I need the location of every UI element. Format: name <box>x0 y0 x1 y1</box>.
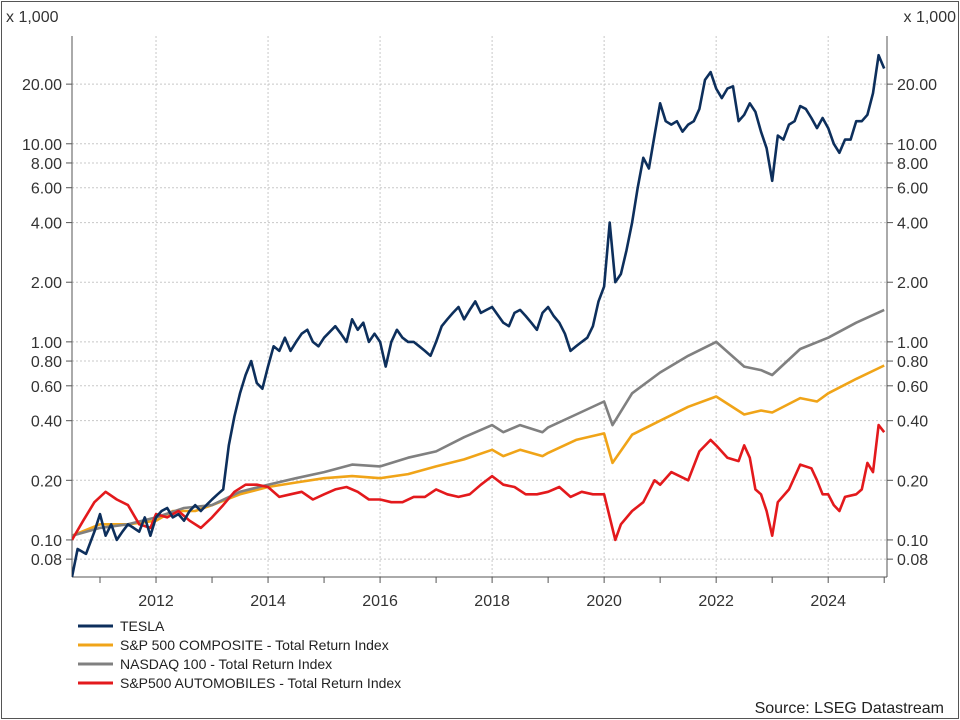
y-tick-label-left: 0.40 <box>31 414 62 431</box>
legend-label: NASDAQ 100 - Total Return Index <box>120 656 332 672</box>
legend-label: S&P 500 COMPOSITE - Total Return Index <box>120 637 389 653</box>
x-tick-label: 2022 <box>698 593 734 610</box>
x-axis: 2012 2014 2016 2018 2020 2022 2024 <box>99 577 885 610</box>
series-line-s-p500-automobiles-total-return-index <box>72 423 886 542</box>
x-tick-label: 2020 <box>586 593 622 610</box>
y-tick-label-left: 0.60 <box>31 379 62 396</box>
unit-label-left: x 1,000 <box>6 9 59 26</box>
y-tick-label-left: 4.00 <box>31 216 62 233</box>
y-tick-label-right: 4.00 <box>897 216 928 233</box>
source-note: Source: LSEG Datastream <box>755 700 944 717</box>
x-tick-label: 2014 <box>250 593 286 610</box>
y-tick-label-right: 1.00 <box>897 335 928 352</box>
y-tick-label-left: 0.80 <box>31 354 62 371</box>
x-tick-label: 2018 <box>474 593 510 610</box>
y-tick-label-left: 2.00 <box>31 275 62 292</box>
y-tick-label-right: 0.20 <box>897 473 928 490</box>
y-tick-label-right: 0.80 <box>897 354 928 371</box>
series-line-tesla <box>72 53 886 577</box>
y-tick-label-right: 0.40 <box>897 414 928 431</box>
y-tick-label-right: 20.00 <box>897 77 937 94</box>
series-line-nasdaq-100-total-return-index <box>72 308 885 537</box>
y-tick-label-left: 0.10 <box>31 533 62 550</box>
legend-label: S&P500 AUTOMOBILES - Total Return Index <box>120 675 401 691</box>
y-axis-left: 20.00 10.00 8.00 6.00 4.00 2.00 1.00 0.80 0.60 0.… <box>22 77 72 569</box>
x-tick-label: 2024 <box>810 593 846 610</box>
y-tick-label-left: 6.00 <box>31 181 62 198</box>
y-tick-label-right: 0.60 <box>897 379 928 396</box>
y-tick-label-right: 2.00 <box>897 275 928 292</box>
y-tick-label-right: 0.10 <box>897 533 928 550</box>
y-tick-label-left: 10.00 <box>22 137 62 154</box>
legend-label: TESLA <box>120 618 165 634</box>
legend: TESLA S&P 500 COMPOSITE - Total Return In… <box>78 618 401 691</box>
x-tick-label: 2012 <box>138 593 174 610</box>
y-tick-label-right: 6.00 <box>897 181 928 198</box>
y-tick-label-left: 1.00 <box>31 335 62 352</box>
unit-label-right: x 1,000 <box>904 9 957 26</box>
y-tick-label-left: 20.00 <box>22 77 62 94</box>
series-line-s-p-500-composite-total-return-index <box>72 364 885 537</box>
gridlines <box>72 36 887 577</box>
y-tick-label-left: 0.20 <box>31 473 62 490</box>
y-tick-label-right: 8.00 <box>897 156 928 173</box>
y-tick-label-left: 0.08 <box>31 552 62 569</box>
series-lines <box>72 53 886 577</box>
y-tick-label-right: 0.08 <box>897 552 928 569</box>
x-tick-label: 2016 <box>362 593 398 610</box>
y-tick-label-left: 8.00 <box>31 156 62 173</box>
plot-border <box>71 36 888 578</box>
y-axis-right: 20.00 10.00 8.00 6.00 4.00 2.00 1.00 0.80 0.60 0.… <box>887 77 937 569</box>
y-tick-label-right: 10.00 <box>897 137 937 154</box>
